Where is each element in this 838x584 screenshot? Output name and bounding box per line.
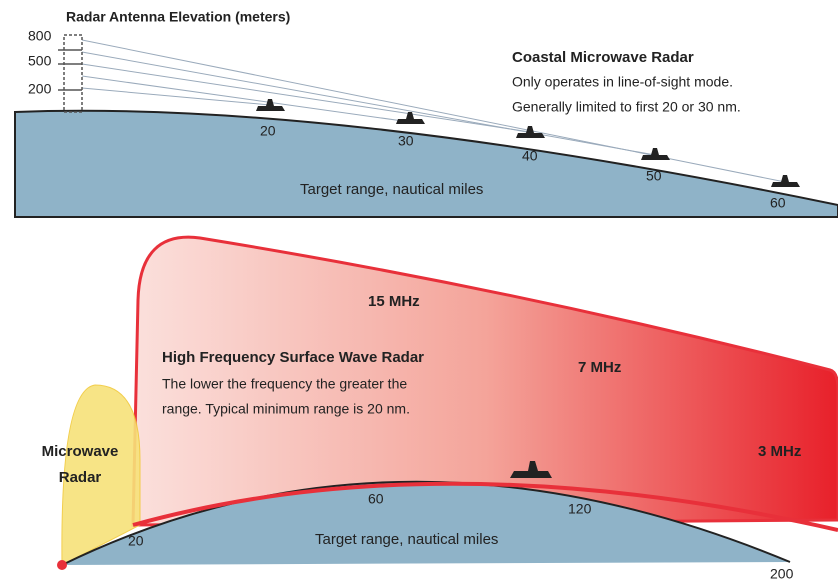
sea xyxy=(15,111,838,217)
description: The lower the frequency the greater the xyxy=(162,376,407,392)
frequency-label: 7 MHz xyxy=(578,359,621,376)
description: Only operates in line-of-sight mode. xyxy=(512,74,733,90)
range-label: 20 xyxy=(260,123,276,139)
microwave-label: Radar xyxy=(59,469,102,486)
radar-site xyxy=(57,560,67,570)
diagram: Radar Antenna Elevation (meters) 800 500… xyxy=(0,0,838,584)
range-label: 60 xyxy=(770,195,786,211)
range-label: 60 xyxy=(368,491,384,507)
frequency-label: 3 MHz xyxy=(758,443,801,460)
heading: Coastal Microwave Radar xyxy=(512,49,694,66)
axis-label: Target range, nautical miles xyxy=(315,531,498,548)
antenna-tower xyxy=(58,35,82,112)
range-label: 50 xyxy=(646,168,662,184)
frequency-label: 15 MHz xyxy=(368,293,420,310)
range-label: 20 xyxy=(128,533,144,549)
elevation-tick: 500 xyxy=(28,53,52,69)
axis-label: Target range, nautical miles xyxy=(300,181,483,198)
description: Generally limited to first 20 or 30 nm. xyxy=(512,99,741,115)
elevation-tick: 200 xyxy=(28,81,52,97)
description: range. Typical minimum range is 20 nm. xyxy=(162,401,410,417)
range-label: 120 xyxy=(568,501,592,517)
elevation-tick: 800 xyxy=(28,28,52,44)
range-label: 40 xyxy=(522,148,538,164)
elevation-title: Radar Antenna Elevation (meters) xyxy=(66,9,290,25)
range-label: 200 xyxy=(770,566,794,582)
heading: High Frequency Surface Wave Radar xyxy=(162,349,424,366)
range-label: 30 xyxy=(398,133,414,149)
microwave-label: Microwave xyxy=(42,443,119,460)
